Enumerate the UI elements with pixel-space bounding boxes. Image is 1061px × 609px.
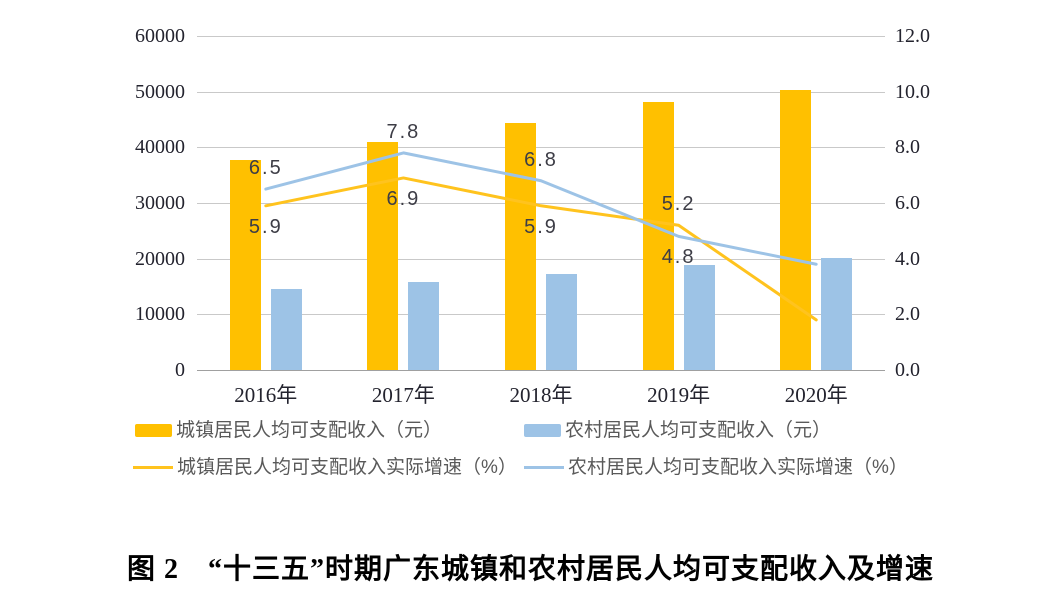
bar-rural-income-2019年 xyxy=(683,265,715,370)
legend-swatch-rural-growth-line xyxy=(524,466,564,469)
right-axis-tick-0.0: 0.0 xyxy=(895,359,920,381)
legend-item-rural-income: 农村居民人均可支配收入（元） xyxy=(524,420,831,441)
gridline xyxy=(197,314,885,316)
bar-rural-income-2020年 xyxy=(821,258,853,370)
legend-swatch-urban-income-bar xyxy=(135,424,172,437)
line-rural-growth xyxy=(264,151,818,266)
left-axis-tick-30000: 30000 xyxy=(135,192,185,214)
figure-caption: 图 2 “十三五”时期广东城镇和农村居民人均可支配收入及增速 xyxy=(126,554,934,585)
legend-label-urban-growth: 城镇居民人均可支配收入实际增速（%） xyxy=(177,457,517,478)
legend-item-urban-growth: 城镇居民人均可支配收入实际增速（%） xyxy=(133,457,517,478)
bar-urban-income-2019年 xyxy=(642,102,674,370)
bar-rural-income-2017年 xyxy=(408,282,440,370)
point-label-rural-growth-2016年: 6.5 xyxy=(248,157,283,180)
x-axis-label-2020年: 2020年 xyxy=(784,383,848,407)
point-label-urban-growth-2017年: 6.9 xyxy=(386,187,421,210)
point-label-urban-growth-2018年: 5.9 xyxy=(524,215,558,238)
x-axis-line xyxy=(197,370,885,371)
left-axis-tick-50000: 50000 xyxy=(135,80,185,103)
legend-label-urban-income: 城镇居民人均可支配收入（元） xyxy=(176,420,443,441)
right-axis-tick-2.0: 2.0 xyxy=(895,303,920,326)
legend-item-rural-growth: 农村居民人均可支配收入实际增速（%） xyxy=(524,457,908,478)
right-axis-tick-4.0: 4.0 xyxy=(895,247,920,270)
gridline xyxy=(197,36,885,37)
plot-area xyxy=(197,36,885,371)
x-axis-label-2018年: 2018年 xyxy=(509,383,573,407)
legend-swatch-urban-growth-line xyxy=(133,466,173,469)
point-label-rural-growth-2019年: 4.8 xyxy=(661,246,696,269)
right-axis-tick-12.0: 12.0 xyxy=(895,25,930,47)
growth-lines-layer xyxy=(264,151,818,322)
gridline xyxy=(197,147,885,149)
right-axis-tick-6.0: 6.0 xyxy=(895,192,920,214)
point-label-rural-growth-2018年: 6.8 xyxy=(524,148,558,171)
gridline xyxy=(197,258,885,260)
gridline xyxy=(197,91,885,93)
bar-rural-income-2016年 xyxy=(270,289,302,370)
legend-label-rural-income: 农村居民人均可支配收入（元） xyxy=(565,420,832,441)
x-axis-label-2019年: 2019年 xyxy=(647,383,711,407)
legend-swatch-rural-income-bar xyxy=(524,424,561,437)
point-label-urban-growth-2019年: 5.2 xyxy=(661,193,696,216)
x-axis-label-2016年: 2016年 xyxy=(234,383,298,407)
x-axis-label-2017年: 2017年 xyxy=(371,383,435,407)
legend-label-rural-growth: 农村居民人均可支配收入实际增速（%） xyxy=(568,457,908,478)
legend-item-urban-income: 城镇居民人均可支配收入（元） xyxy=(135,420,442,441)
right-axis-tick-10.0: 10.0 xyxy=(895,80,930,103)
bar-urban-income-2018年 xyxy=(505,123,536,370)
left-axis-tick-60000: 60000 xyxy=(135,25,185,47)
point-label-rural-growth-2017年: 7.8 xyxy=(386,120,421,143)
bar-urban-income-2020年 xyxy=(780,89,812,370)
gridline xyxy=(197,203,885,204)
left-axis-tick-20000: 20000 xyxy=(135,247,185,270)
bar-urban-income-2016年 xyxy=(229,160,261,370)
right-axis-tick-8.0: 8.0 xyxy=(895,136,920,159)
left-axis-tick-40000: 40000 xyxy=(135,136,185,159)
left-axis-tick-10000: 10000 xyxy=(135,303,185,326)
bar-rural-income-2018年 xyxy=(546,274,577,370)
left-axis-tick-0: 0 xyxy=(175,359,185,381)
line-urban-growth xyxy=(264,176,818,322)
point-label-urban-growth-2016年: 5.9 xyxy=(248,215,283,238)
